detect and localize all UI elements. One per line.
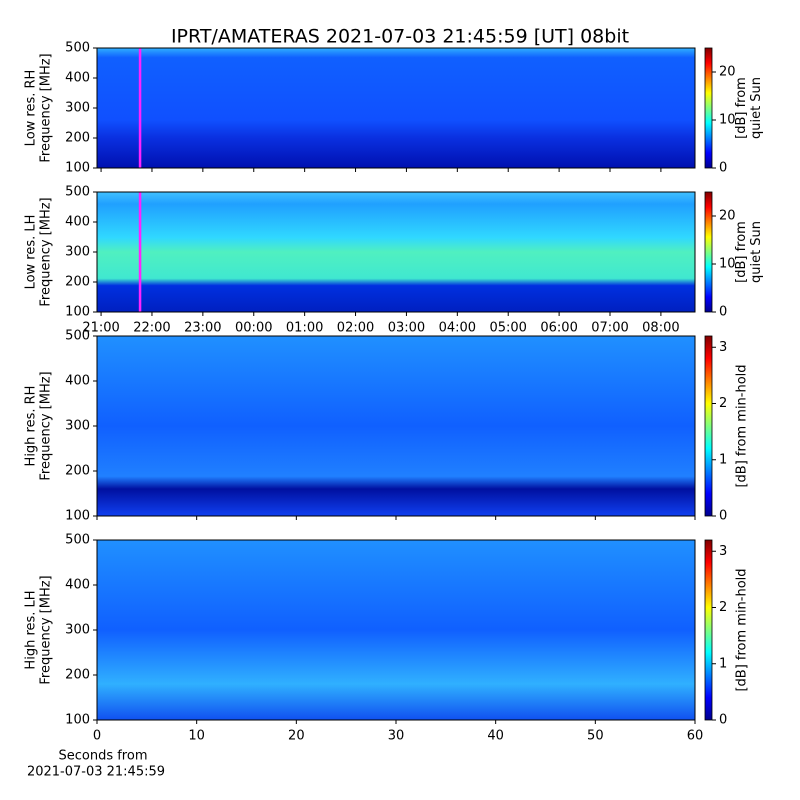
colorbar-tick-label: 0: [719, 161, 727, 176]
colorbar: [704, 335, 713, 517]
y-tick-label: 200: [65, 131, 90, 146]
x-axis-label: Seconds from: [58, 749, 147, 764]
y-tick-label: 400: [65, 71, 90, 86]
spectrogram-image: [97, 48, 695, 168]
colorbar: [704, 539, 713, 721]
x-tick-label: 40: [487, 729, 504, 744]
y-tick-label: 100: [65, 305, 90, 320]
x-tick-label: 30: [388, 729, 405, 744]
y-axis-label: Low res. RH: [24, 70, 39, 147]
x-tick-label: 07:00: [591, 321, 628, 336]
colorbar-label: quiet Sun: [749, 77, 764, 139]
y-tick-label: 100: [65, 509, 90, 524]
x-tick-label: 02:00: [337, 321, 374, 336]
colorbar-tick-label: 2: [719, 396, 727, 411]
x-tick-label: 23:00: [184, 321, 221, 336]
x-axis-label: 2021-07-03 21:45:59: [27, 765, 165, 780]
spectrogram-image: [97, 336, 695, 516]
y-tick-label: 500: [65, 185, 90, 200]
x-tick-label: 22:00: [133, 321, 170, 336]
colorbar-label: [dB] from: [734, 221, 749, 283]
colorbar-tick-label: 0: [719, 305, 727, 320]
y-axis-label: Frequency [MHz]: [39, 53, 54, 162]
colorbar-tick-label: 0: [719, 509, 727, 524]
colorbar-tick-label: 10: [719, 257, 736, 272]
x-tick-label: 0: [93, 729, 101, 744]
colorbar-tick-label: 20: [719, 209, 736, 224]
x-tick-label: 01:00: [286, 321, 323, 336]
y-axis-label: High res. LH: [24, 590, 39, 669]
colorbar-tick-label: 3: [719, 544, 727, 559]
y-axis-label: Low res. LH: [24, 215, 39, 290]
colorbar-tick-label: 10: [719, 113, 736, 128]
y-axis-label: Frequency [MHz]: [39, 371, 54, 480]
x-tick-label: 05:00: [489, 321, 526, 336]
colorbar-tick-label: 3: [719, 340, 727, 355]
colorbar: [704, 191, 713, 313]
colorbar-label: [dB] from min-hold: [735, 364, 750, 487]
y-tick-label: 300: [65, 419, 90, 434]
y-tick-label: 300: [65, 245, 90, 260]
figure-title: IPRT/AMATERAS 2021-07-03 21:45:59 [UT] 0…: [171, 26, 629, 48]
y-tick-label: 100: [65, 713, 90, 728]
spectrogram-image: [97, 192, 695, 312]
y-tick-label: 300: [65, 101, 90, 116]
x-tick-label: 04:00: [439, 321, 476, 336]
colorbar-tick-label: 0: [719, 713, 727, 728]
x-tick-label: 00:00: [235, 321, 272, 336]
colorbar-tick-label: 1: [719, 452, 727, 467]
y-tick-label: 400: [65, 215, 90, 230]
x-tick-label: 50: [587, 729, 604, 744]
x-tick-label: 03:00: [388, 321, 425, 336]
y-tick-label: 400: [65, 374, 90, 389]
y-tick-label: 200: [65, 275, 90, 290]
y-tick-label: 500: [65, 41, 90, 56]
x-tick-label: 10: [188, 729, 205, 744]
y-axis-label: Frequency [MHz]: [39, 575, 54, 684]
y-tick-label: 400: [65, 578, 90, 593]
colorbar-label: [dB] from min-hold: [735, 568, 750, 691]
y-tick-label: 100: [65, 161, 90, 176]
y-tick-label: 200: [65, 464, 90, 479]
y-axis-label: Frequency [MHz]: [39, 197, 54, 306]
colorbar: [704, 47, 713, 169]
y-tick-label: 500: [65, 533, 90, 548]
colorbar-tick-label: 2: [719, 600, 727, 615]
y-tick-label: 500: [65, 329, 90, 344]
colorbar-label: quiet Sun: [749, 221, 764, 283]
spectrogram-image: [97, 540, 695, 720]
y-axis-label: High res. RH: [24, 386, 39, 467]
x-tick-label: 08:00: [642, 321, 679, 336]
colorbar-tick-label: 1: [719, 656, 727, 671]
colorbar-tick-label: 20: [719, 65, 736, 80]
x-tick-label: 60: [687, 729, 704, 744]
x-tick-label: 20: [288, 729, 305, 744]
colorbar-label: [dB] from: [734, 77, 749, 139]
x-tick-label: 21:00: [82, 321, 119, 336]
y-tick-label: 300: [65, 623, 90, 638]
y-tick-label: 200: [65, 668, 90, 683]
x-tick-label: 06:00: [540, 321, 577, 336]
